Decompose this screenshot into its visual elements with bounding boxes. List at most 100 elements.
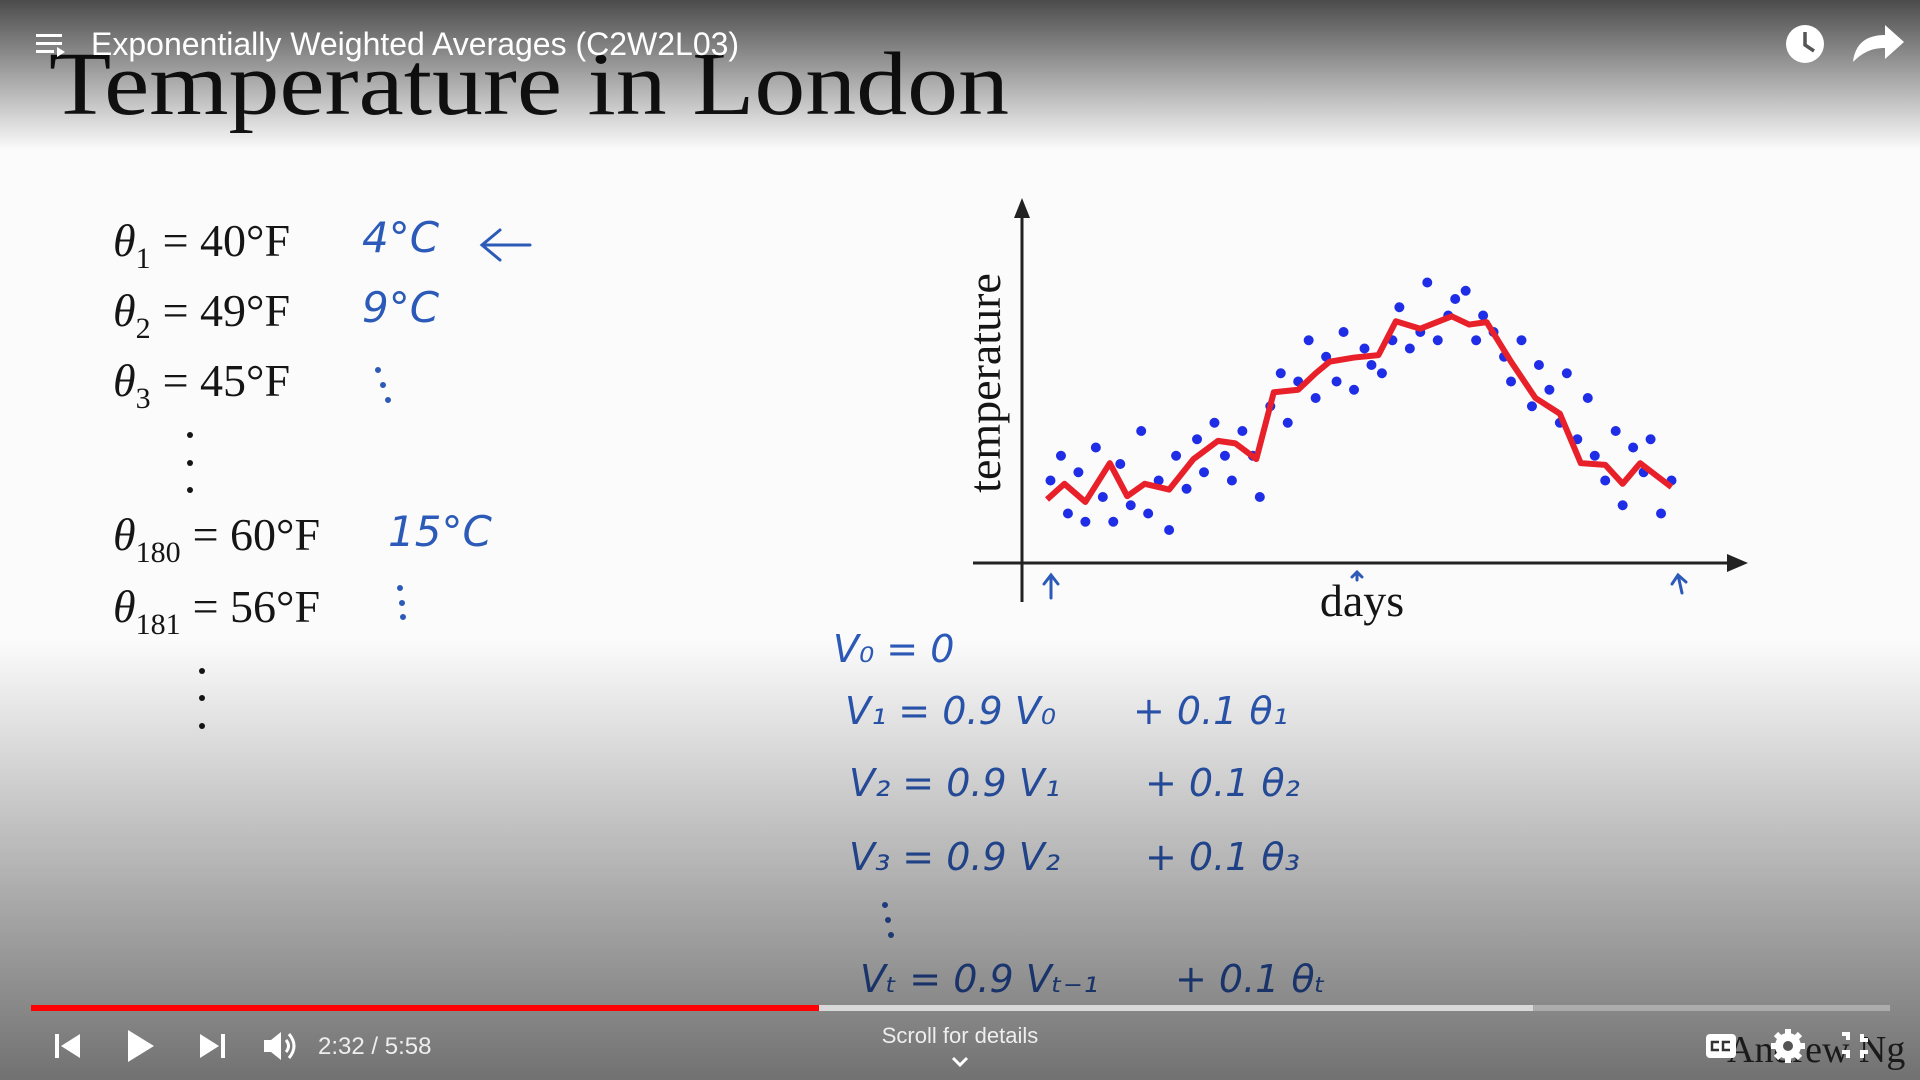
top-scrim xyxy=(0,0,1920,150)
theta: θ xyxy=(113,581,136,632)
data-point xyxy=(1331,376,1342,387)
y-axis-label: temperature xyxy=(959,273,1010,493)
handwritten-note: 9°C xyxy=(362,283,440,332)
plot-axes xyxy=(973,198,1748,602)
theta: θ xyxy=(113,355,136,406)
data-point xyxy=(1628,442,1639,453)
data-point xyxy=(1219,450,1230,461)
volume-button[interactable] xyxy=(264,1032,296,1060)
data-point xyxy=(1143,508,1154,519)
data-point xyxy=(1561,368,1572,379)
data-point xyxy=(1394,302,1405,313)
data-point xyxy=(1610,426,1621,436)
next-button[interactable] xyxy=(200,1034,225,1058)
equation: θ181 = 56°F xyxy=(113,581,320,641)
data-point xyxy=(1656,508,1667,519)
data-point xyxy=(1422,277,1433,288)
scroll-chevron[interactable] xyxy=(951,1056,969,1068)
handwritten-note: 15°C xyxy=(388,507,492,556)
data-point xyxy=(1153,475,1164,486)
data-point xyxy=(1516,335,1527,346)
data-point xyxy=(1589,450,1600,461)
data-point xyxy=(1366,360,1377,370)
rhs: = 60°F xyxy=(193,509,320,560)
captions-button[interactable] xyxy=(1706,1034,1736,1058)
data-point xyxy=(1526,401,1537,412)
data-point xyxy=(1359,343,1370,354)
data-point xyxy=(1478,310,1489,321)
data-point xyxy=(1349,384,1360,395)
share-button[interactable] xyxy=(1853,25,1904,62)
data-point xyxy=(1254,492,1265,502)
data-point xyxy=(1108,516,1119,527)
settings-button[interactable] xyxy=(1771,1029,1805,1063)
time-display: 2:32 / 5:58 xyxy=(318,1033,431,1060)
subscript: 1 xyxy=(136,242,151,275)
data-point xyxy=(1303,335,1314,346)
data-point xyxy=(1471,335,1482,346)
data-point xyxy=(1073,467,1084,478)
data-point xyxy=(1209,417,1220,428)
watermark: Andrew Ng xyxy=(1727,1029,1905,1071)
equation: θ180 = 60°F xyxy=(113,509,320,569)
data-point xyxy=(1125,500,1136,511)
bottom-scrim xyxy=(0,640,1920,1080)
data-point xyxy=(1450,294,1461,304)
equation: θ1 = 40°F xyxy=(113,215,290,275)
subscript: 3 xyxy=(136,382,151,415)
data-point xyxy=(1275,368,1286,379)
data-point xyxy=(1062,508,1073,519)
data-point xyxy=(1338,327,1349,337)
previous-button[interactable] xyxy=(55,1034,80,1058)
data-point xyxy=(1226,475,1237,486)
menu-button[interactable] xyxy=(36,34,65,57)
data-point xyxy=(1080,516,1091,527)
equation: θ2 = 49°F xyxy=(113,285,290,345)
data-point xyxy=(1404,343,1415,354)
data-point xyxy=(1055,450,1066,461)
data-point xyxy=(1310,393,1321,403)
rhs: = 56°F xyxy=(193,581,320,632)
data-point xyxy=(1045,475,1056,486)
data-point xyxy=(1506,376,1517,387)
handwritten-note: 4°C xyxy=(362,213,440,262)
data-point xyxy=(1533,360,1544,370)
data-point xyxy=(1171,450,1182,461)
data-point xyxy=(1460,285,1471,296)
data-point xyxy=(1097,492,1108,502)
theta: θ xyxy=(113,509,136,560)
rhs: = 40°F xyxy=(163,215,290,266)
data-point xyxy=(1617,500,1628,511)
theta: θ xyxy=(113,215,136,266)
data-point xyxy=(1181,483,1192,494)
data-point xyxy=(1090,442,1101,453)
subscript: 2 xyxy=(136,312,151,345)
watch-later-button[interactable] xyxy=(1786,25,1824,63)
data-point xyxy=(1432,335,1443,346)
played-bar xyxy=(31,1005,819,1011)
play-button[interactable] xyxy=(128,1030,154,1062)
theta: θ xyxy=(113,285,136,336)
subscript: 180 xyxy=(136,536,181,569)
rhs: = 45°F xyxy=(163,355,290,406)
fullscreen-button[interactable] xyxy=(1842,1032,1868,1058)
x-axis-label: days xyxy=(1320,575,1404,626)
scroll-hint[interactable]: Scroll for details xyxy=(882,1023,1039,1048)
data-point xyxy=(1645,434,1656,445)
plot-area xyxy=(1044,277,1677,535)
data-point xyxy=(1192,434,1203,445)
data-point xyxy=(1164,525,1175,535)
data-point xyxy=(1582,393,1593,403)
data-point xyxy=(1199,467,1209,478)
data-point xyxy=(1136,426,1147,436)
data-point xyxy=(1544,384,1555,395)
data-point xyxy=(1600,475,1611,486)
subscript: 181 xyxy=(136,608,181,641)
data-point xyxy=(1115,459,1126,469)
video-title[interactable]: Exponentially Weighted Averages (C2W2L03… xyxy=(91,26,739,62)
equation: θ3 = 45°F xyxy=(113,355,290,415)
data-point xyxy=(1237,426,1248,436)
